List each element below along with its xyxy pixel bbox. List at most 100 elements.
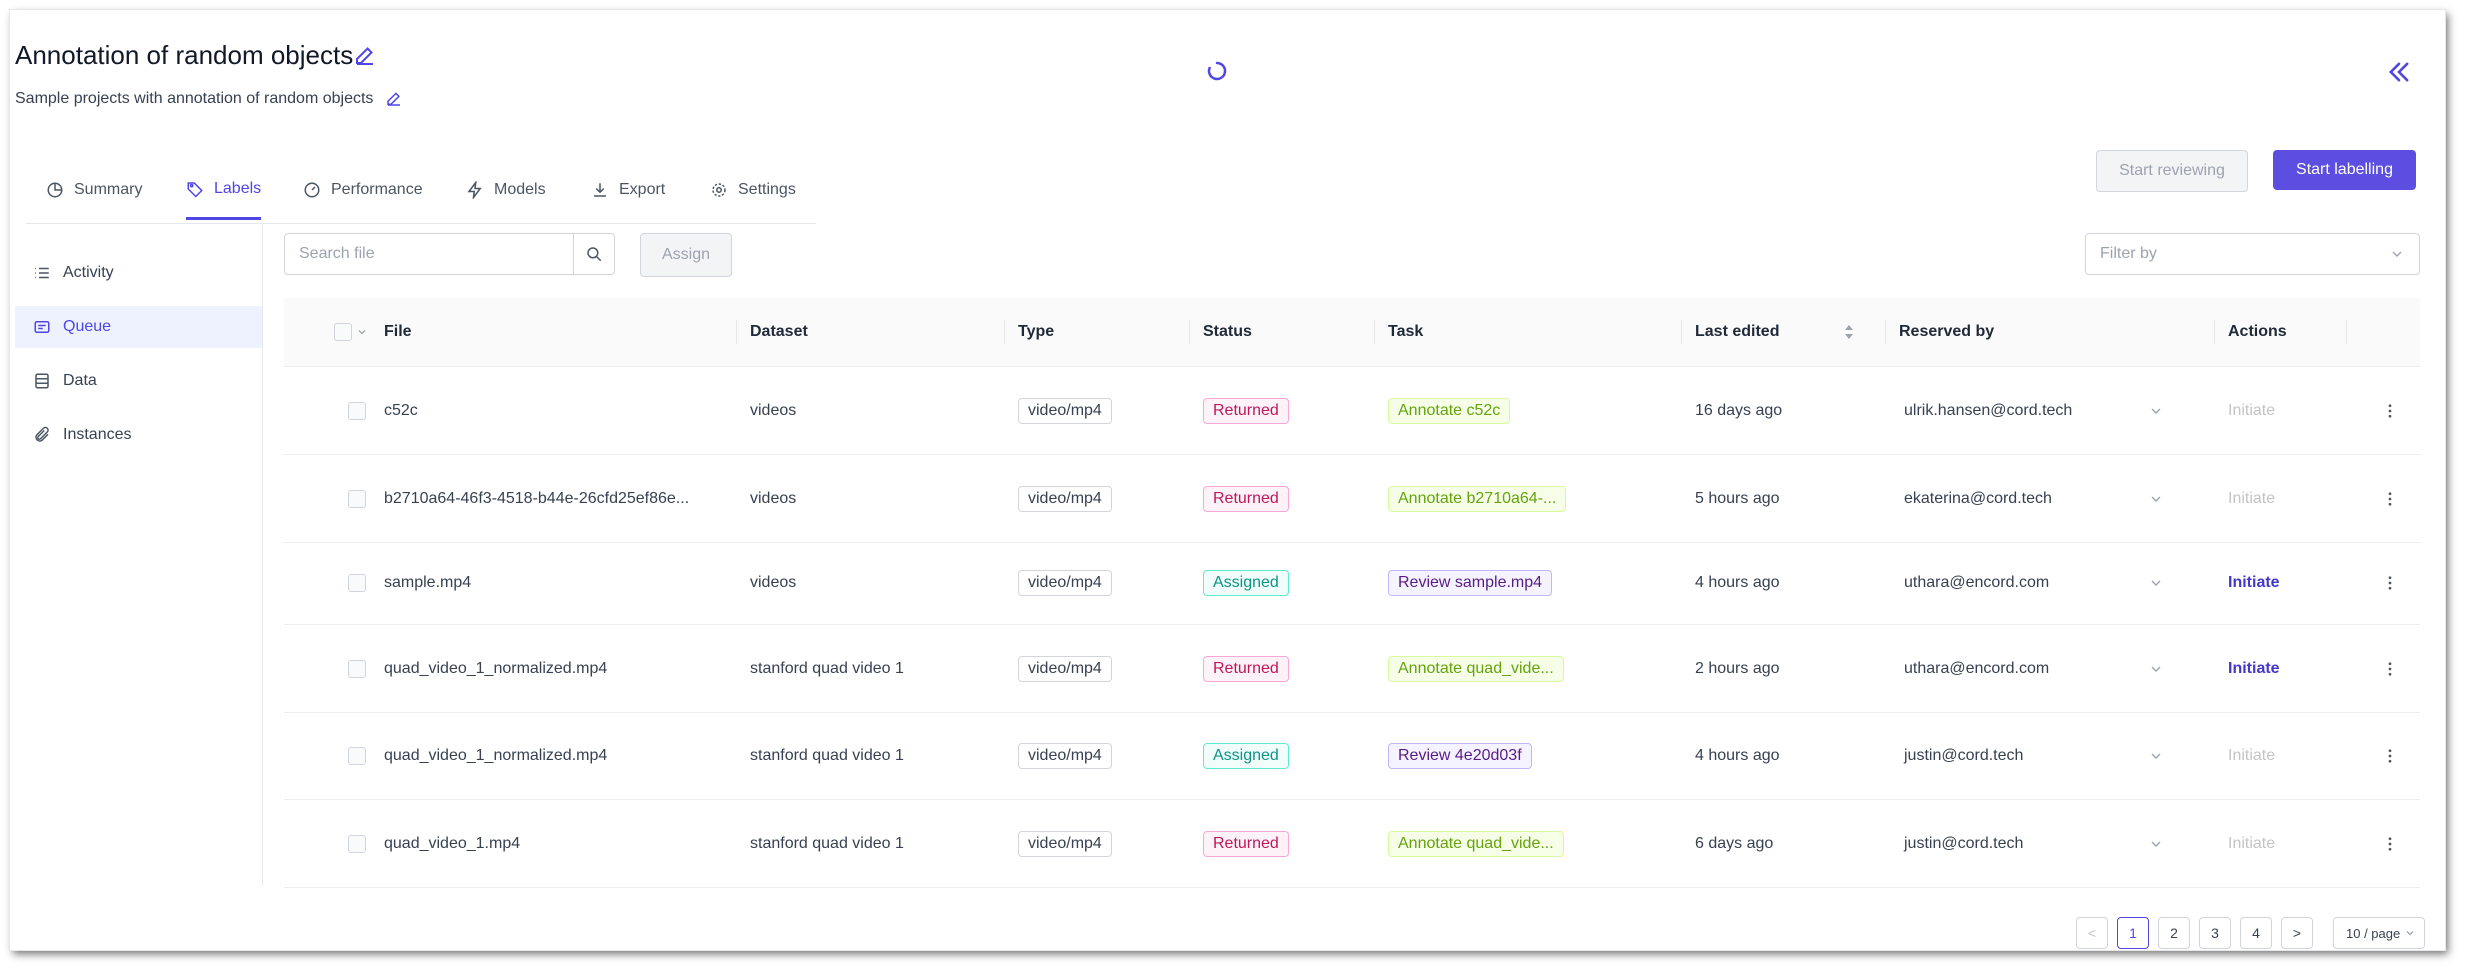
column-type[interactable]: Type [1018,323,1055,340]
table-row[interactable]: sample.mp4 videos video/mp4 Assigned Review … [284,542,2420,625]
file-name[interactable]: b2710a64-46f3-4518-b44e-26cfd25ef86e... [384,489,690,507]
action-cell: Initiate [2228,713,2275,799]
edit-title-icon[interactable] [353,44,377,68]
file-name[interactable]: c52c [384,401,418,419]
row-checkbox[interactable] [348,834,366,853]
tab-settings[interactable]: Settings [710,160,796,220]
reserved-by: justin@cord.tech [1904,834,2024,852]
assign-button[interactable]: Assign [640,233,732,277]
task-badge[interactable]: Review sample.mp4 [1388,570,1553,596]
sidebar-item-activity[interactable]: Activity [15,252,262,294]
tab-labels[interactable]: Labels [186,160,262,220]
chevron-down-icon[interactable] [2148,748,2164,764]
next-page-button[interactable]: > [2281,917,2313,949]
column-status[interactable]: Status [1203,323,1252,340]
sort-icon[interactable] [1843,323,1855,341]
more-vertical-icon[interactable] [2381,574,2399,592]
row-checkbox[interactable] [348,489,366,508]
row-select[interactable] [348,800,366,887]
more-vertical-icon[interactable] [2381,402,2399,420]
task-badge[interactable]: Annotate quad_vide... [1388,655,1564,682]
column-dataset[interactable]: Dataset [750,323,808,340]
tab-performance[interactable]: Performance [303,160,423,220]
table-row[interactable]: c52c videos video/mp4 Returned Annotate c52c… [284,367,2420,455]
file-name[interactable]: quad_video_1_normalized.mp4 [384,659,608,677]
task-badge[interactable]: Review 4e20d03f [1388,743,1532,769]
row-select[interactable] [348,713,366,799]
page-4-button[interactable]: 4 [2240,917,2272,949]
chevron-down-icon[interactable] [2148,491,2164,507]
reserved-by-dropdown[interactable] [2148,367,2164,454]
more-vertical-icon[interactable] [2381,835,2399,853]
row-menu[interactable] [2381,542,2399,624]
row-checkbox[interactable] [348,401,366,420]
row-checkbox[interactable] [348,747,366,765]
reserved-by-dropdown[interactable] [2148,455,2164,542]
reserved-by-dropdown[interactable] [2148,625,2164,712]
column-reserved-by[interactable]: Reserved by [1899,323,1995,340]
initiate-button[interactable]: Initiate [2228,401,2276,419]
select-all-control[interactable] [334,298,368,366]
initiate-button[interactable]: Initiate [2228,659,2280,677]
table-row[interactable]: quad_video_1.mp4 stanford quad video 1 vid… [284,800,2420,888]
table-row[interactable]: b2710a64-46f3-4518-b44e-26cfd25ef86e... v… [284,455,2420,543]
prev-page-button[interactable]: < [2076,917,2108,949]
more-vertical-icon[interactable] [2381,660,2399,678]
page-size-select[interactable]: 10 / page [2333,917,2425,949]
initiate-button[interactable]: Initiate [2228,489,2276,507]
chevron-down-icon[interactable] [2148,575,2164,591]
task-badge[interactable]: Annotate c52c [1388,397,1511,424]
column-last-edited[interactable]: Last edited [1695,298,1853,366]
more-vertical-icon[interactable] [2381,490,2399,508]
sidebar-item-instances[interactable]: Instances [15,414,262,456]
row-select[interactable] [348,542,366,624]
row-menu[interactable] [2381,625,2399,712]
tab-models[interactable]: Models [466,160,546,220]
initiate-button[interactable]: Initiate [2228,747,2276,764]
initiate-button[interactable]: Initiate [2228,834,2276,852]
row-checkbox[interactable] [348,574,366,592]
task-badge[interactable]: Annotate b2710a64-... [1388,485,1567,512]
file-name[interactable]: quad_video_1.mp4 [384,834,521,852]
page-1-button[interactable]: 1 [2117,917,2149,949]
edit-subtitle-icon[interactable] [385,90,403,108]
start-reviewing-button[interactable]: Start reviewing [2096,150,2248,192]
chevron-down-icon[interactable] [2148,661,2164,677]
row-menu[interactable] [2381,800,2399,887]
column-task[interactable]: Task [1388,323,1424,340]
row-select[interactable] [348,625,366,712]
chevron-down-icon[interactable] [2148,403,2164,419]
column-file[interactable]: File [384,323,412,340]
sidebar-item-data[interactable]: Data [15,360,262,402]
row-menu[interactable] [2381,713,2399,799]
tab-export[interactable]: Export [591,160,665,220]
row-select[interactable] [348,455,366,542]
task-badge[interactable]: Annotate quad_vide... [1388,830,1564,857]
initiate-button[interactable]: Initiate [2228,574,2280,591]
chevron-down-icon[interactable] [356,326,368,338]
reserved-by-dropdown[interactable] [2148,800,2164,887]
file-name[interactable]: quad_video_1_normalized.mp4 [384,747,608,764]
row-menu[interactable] [2381,455,2399,542]
page-2-button[interactable]: 2 [2158,917,2190,949]
search-input[interactable] [284,233,574,275]
row-checkbox[interactable] [348,659,366,678]
table-row[interactable]: quad_video_1_normalized.mp4 stanford quad… [284,713,2420,800]
reserved-by-dropdown[interactable] [2148,542,2164,624]
start-labelling-button[interactable]: Start labelling [2273,150,2416,190]
sidebar-item-queue[interactable]: Queue [15,306,262,348]
row-select[interactable] [348,367,366,454]
reserved-by-dropdown[interactable] [2148,713,2164,799]
collapse-panel-icon[interactable] [2385,58,2413,86]
chevron-down-icon[interactable] [2148,836,2164,852]
filter-select[interactable]: Filter by [2085,233,2420,275]
page-3-button[interactable]: 3 [2199,917,2231,949]
search-button[interactable] [573,233,615,275]
file-name[interactable]: sample.mp4 [384,574,472,591]
tab-summary[interactable]: Summary [46,160,142,220]
row-menu[interactable] [2381,367,2399,454]
type-tag: video/mp4 [1018,485,1112,512]
table-row[interactable]: quad_video_1_normalized.mp4 stanford quad… [284,625,2420,713]
select-all-checkbox[interactable] [334,323,352,341]
more-vertical-icon[interactable] [2381,747,2399,765]
